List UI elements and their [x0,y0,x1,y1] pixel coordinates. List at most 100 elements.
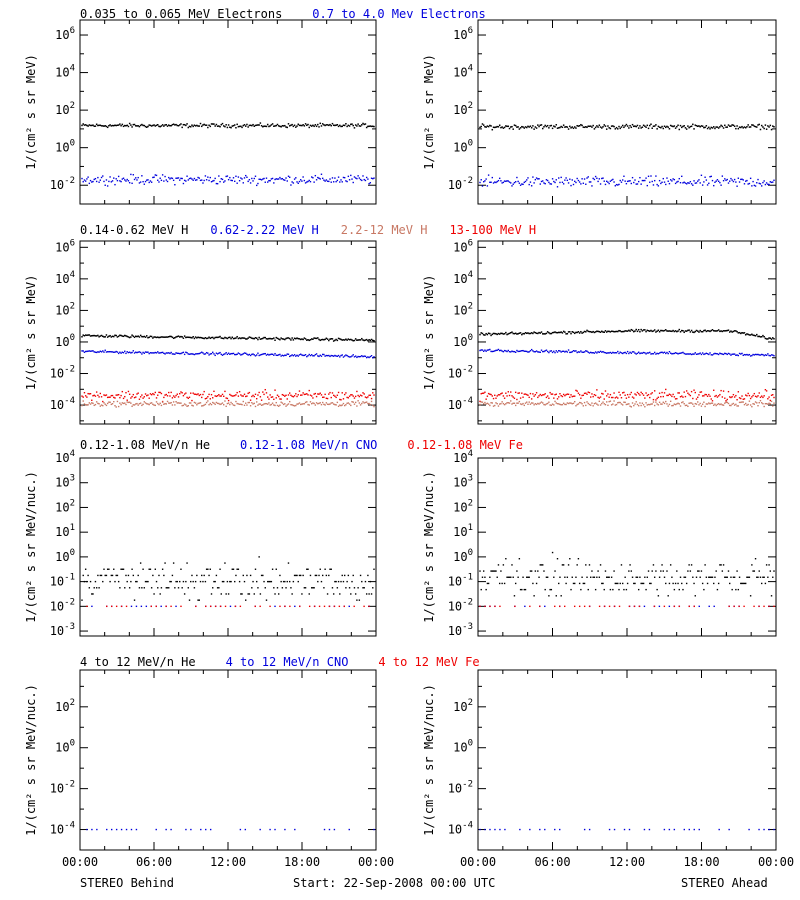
data-point [86,124,88,127]
data-point [647,393,650,396]
data-point [623,352,625,354]
data-point [119,180,121,182]
data-point [656,588,658,591]
data-point [498,333,501,335]
data-point [555,393,557,395]
data-point [751,124,753,126]
data-point [713,184,715,187]
data-point [108,568,110,570]
data-point [665,582,667,585]
data-point [247,593,249,595]
data-point [762,126,764,128]
data-point [636,124,639,127]
data-point [582,394,585,396]
data-point [138,336,141,338]
data-point [645,353,647,355]
data-point [528,183,530,186]
data-point [704,126,706,129]
data-point [127,180,130,182]
data-point [701,330,704,333]
data-point [281,402,284,404]
data-point [540,564,543,566]
data-point [153,176,155,178]
data-point [127,351,130,354]
data-point [502,333,505,335]
data-point [106,568,109,570]
data-point [575,576,577,578]
data-point [266,338,269,340]
data-point [746,353,748,356]
data-point [745,394,747,396]
data-point [747,124,749,126]
data-point [177,177,180,179]
data-point [741,332,743,334]
data-point [693,828,695,831]
data-point [479,570,481,572]
data-point [672,125,674,128]
plot-frame [79,457,377,637]
data-point [746,576,748,578]
data-point [364,123,367,125]
data-point [490,350,492,353]
data-point [318,605,321,608]
data-point [324,338,326,341]
data-point [136,580,138,583]
data-point [282,394,285,397]
data-point [656,352,658,355]
data-point [674,182,677,185]
data-point [111,574,114,577]
data-point [275,336,278,339]
data-point [219,605,222,608]
data-point [258,178,260,180]
data-point [533,395,535,397]
data-point [699,576,701,578]
data-point [521,125,523,128]
data-point [538,331,540,334]
y-tick-label: 101 [55,523,75,539]
data-point [529,350,532,352]
data-point [681,395,683,397]
y-tick-label: 102 [55,101,75,117]
data-point [635,394,637,396]
data-point [683,125,685,127]
data-point [715,404,717,407]
data-point [713,389,715,391]
data-point [639,176,641,179]
data-point [497,348,500,351]
data-point [720,403,722,405]
data-point [673,396,676,398]
data-point [288,176,291,178]
data-point [516,570,518,572]
data-point [297,394,299,396]
data-point [496,333,498,336]
data-point [274,593,276,595]
data-point [735,127,737,130]
data-point [109,401,111,403]
data-point [144,180,147,183]
data-point [733,576,736,578]
data-point [287,403,290,405]
data-point [639,402,641,404]
data-point [717,180,720,182]
data-point [87,176,89,178]
data-point [731,179,733,181]
data-point [354,401,357,404]
data-point [296,403,298,405]
data-point [514,181,517,183]
data-point [762,353,764,356]
data-point [135,335,137,338]
data-point [566,402,569,404]
y-tick-label: 10-3 [448,622,473,638]
data-point [764,402,767,405]
data-point [347,338,350,340]
data-point [196,337,198,339]
data-point [688,353,690,355]
data-point [226,175,229,177]
data-point [625,330,628,332]
data-point [726,401,728,404]
data-point [747,403,749,406]
data-point [546,350,549,353]
data-point [365,356,368,359]
data-point [314,124,317,126]
data-point [175,400,177,403]
